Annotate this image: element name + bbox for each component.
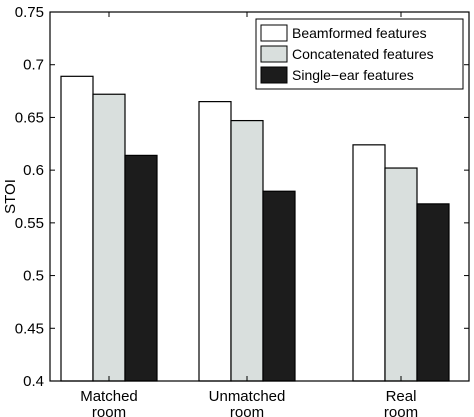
legend-label: Single−ear features [292, 67, 414, 83]
bar-single-ear-2 [416, 203, 450, 382]
bar-beamformed-1 [198, 101, 232, 382]
y-tick-label: 0.4 [23, 373, 44, 390]
bar-single-ear-0 [124, 154, 158, 382]
y-tick-label: 0.5 [23, 268, 44, 285]
x-tick-label: room [230, 404, 264, 417]
y-tick-label: 0.65 [15, 109, 44, 126]
x-tick-label: Real [386, 388, 417, 405]
legend-swatch [260, 24, 288, 42]
bar-beamformed-0 [60, 75, 94, 382]
bar-concatenated-0 [92, 93, 126, 382]
legend-label: Beamformed features [292, 25, 427, 41]
x-tick-label: room [384, 404, 418, 417]
y-tick-label: 0.7 [23, 57, 44, 74]
x-tick-label: Unmatched [209, 388, 286, 405]
y-axis-label: STOI [2, 179, 19, 214]
bar-beamformed-2 [352, 144, 386, 382]
y-tick-label: 0.75 [15, 4, 44, 21]
legend-swatch [260, 45, 288, 63]
legend-box [255, 18, 464, 90]
legend-swatch [260, 66, 288, 84]
plot-area: 0.40.450.50.550.60.650.70.75MatchedroomU… [2, 4, 470, 417]
x-tick-label: room [92, 404, 126, 417]
y-tick-label: 0.55 [15, 215, 44, 232]
legend-label: Concatenated features [292, 46, 434, 62]
y-tick-label: 0.6 [23, 162, 44, 179]
axes-frame [49, 11, 470, 382]
y-tick-label: 0.45 [15, 320, 44, 337]
bar-concatenated-2 [384, 167, 418, 382]
bar-concatenated-1 [230, 119, 264, 382]
x-tick-label: Matched [80, 388, 138, 405]
bar-single-ear-1 [262, 190, 296, 382]
